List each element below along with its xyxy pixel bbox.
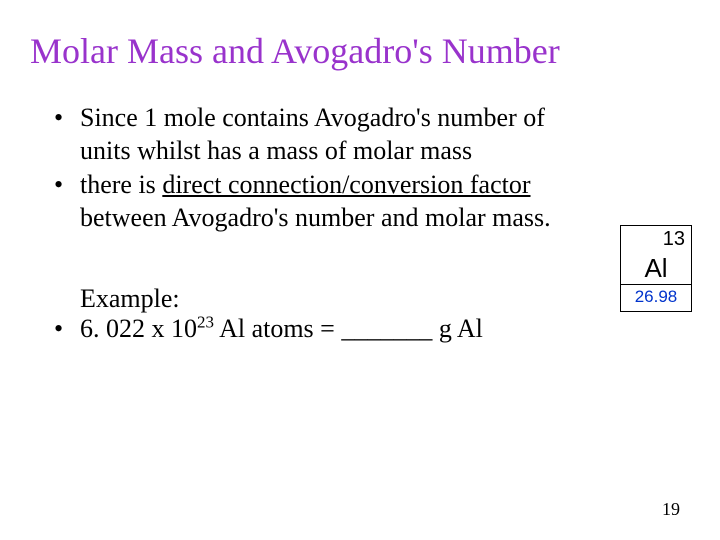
bullet-2-suffix: between Avogadro's number and molar mass… [80,203,551,232]
example-exponent: 23 [197,312,214,331]
bullet-2-underlined: direct connection/conversion factor [162,170,530,199]
bullet-marker: • [54,169,63,202]
periodic-element-box: 13 Al 26.98 [620,225,692,312]
example-rest: Al atoms = _______ g Al [214,314,483,343]
example-item: • 6. 022 x 1023 Al atoms = _______ g Al [30,314,690,344]
bullet-item-1: • Since 1 mole contains Avogadro's numbe… [80,102,580,167]
bullet-marker: • [54,102,63,135]
page-number: 19 [662,499,680,520]
bullet-item-2: • there is direct connection/conversion … [80,169,580,234]
atomic-mass: 26.98 [621,284,691,311]
example-heading: Example: [30,284,690,314]
example-coefficient: 6. 022 x 10 [80,314,197,343]
content-area: • Since 1 mole contains Avogadro's numbe… [30,102,690,234]
bullet-2-prefix: there is [80,170,162,199]
atomic-number: 13 [621,226,691,253]
bullet-marker: • [54,314,63,344]
bullet-text-1: Since 1 mole contains Avogadro's number … [80,103,545,165]
slide-title: Molar Mass and Avogadro's Number [30,30,690,72]
element-symbol: Al [621,253,691,284]
